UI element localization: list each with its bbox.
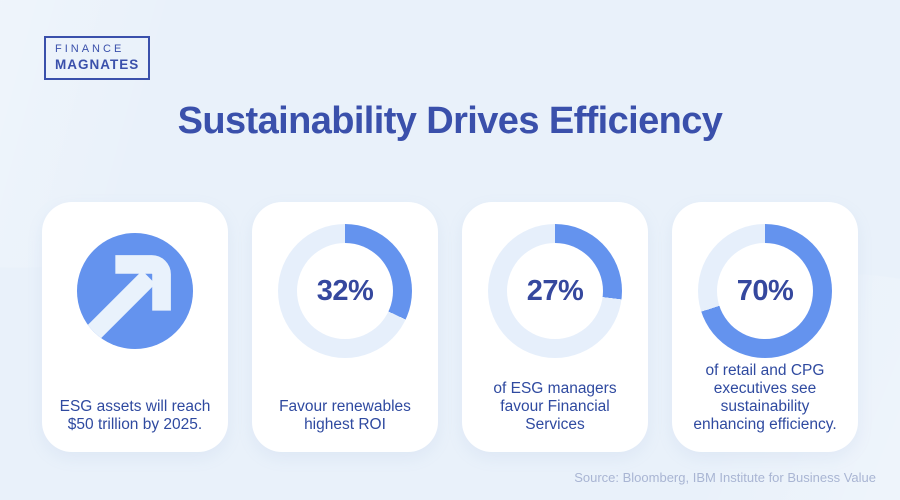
percent-label: 32% bbox=[316, 274, 374, 307]
stat-card-esg-assets: ESG assets will reach $50 trillion by 20… bbox=[42, 202, 228, 452]
stat-cards-row: ESG assets will reach $50 trillion by 20… bbox=[42, 202, 858, 452]
percent-label: 27% bbox=[526, 274, 584, 307]
card-caption: ESG assets will reach $50 trillion by 20… bbox=[59, 398, 211, 434]
logo-text-magnates: MAGNATES bbox=[55, 57, 140, 72]
stat-card-renewables-roi: 32% Favour renewables highest ROI bbox=[252, 202, 438, 452]
card-visual bbox=[76, 224, 194, 358]
donut-chart-32: 32% bbox=[278, 224, 412, 358]
card-caption: Favour renewables highest ROI bbox=[279, 398, 411, 434]
card-visual: 32% bbox=[278, 224, 412, 358]
stat-card-retail-cpg: 70% of retail and CPG executives see sus… bbox=[672, 202, 858, 452]
donut-chart-27: 27% bbox=[488, 224, 622, 358]
donut-hole: 32% bbox=[297, 243, 393, 339]
card-caption: of retail and CPG executives see sustain… bbox=[693, 362, 837, 434]
card-visual: 70% bbox=[698, 224, 832, 358]
arrow-up-right-icon bbox=[76, 232, 194, 350]
page-title: Sustainability Drives Efficiency bbox=[177, 100, 723, 142]
donut-hole: 27% bbox=[507, 243, 603, 339]
source-attribution: Source: Bloomberg, IBM Institute for Bus… bbox=[574, 470, 876, 485]
donut-hole: 70% bbox=[717, 243, 813, 339]
finance-magnates-logo: FINANCE MAGNATES bbox=[44, 36, 151, 80]
donut-chart-70: 70% bbox=[698, 224, 832, 358]
percent-label: 70% bbox=[736, 274, 794, 307]
stat-card-esg-managers: 27% of ESG managers favour Financial Ser… bbox=[462, 202, 648, 452]
card-caption: of ESG managers favour Financial Service… bbox=[493, 380, 617, 434]
logo-text-finance: FINANCE bbox=[55, 43, 125, 55]
card-visual: 27% bbox=[488, 224, 622, 358]
